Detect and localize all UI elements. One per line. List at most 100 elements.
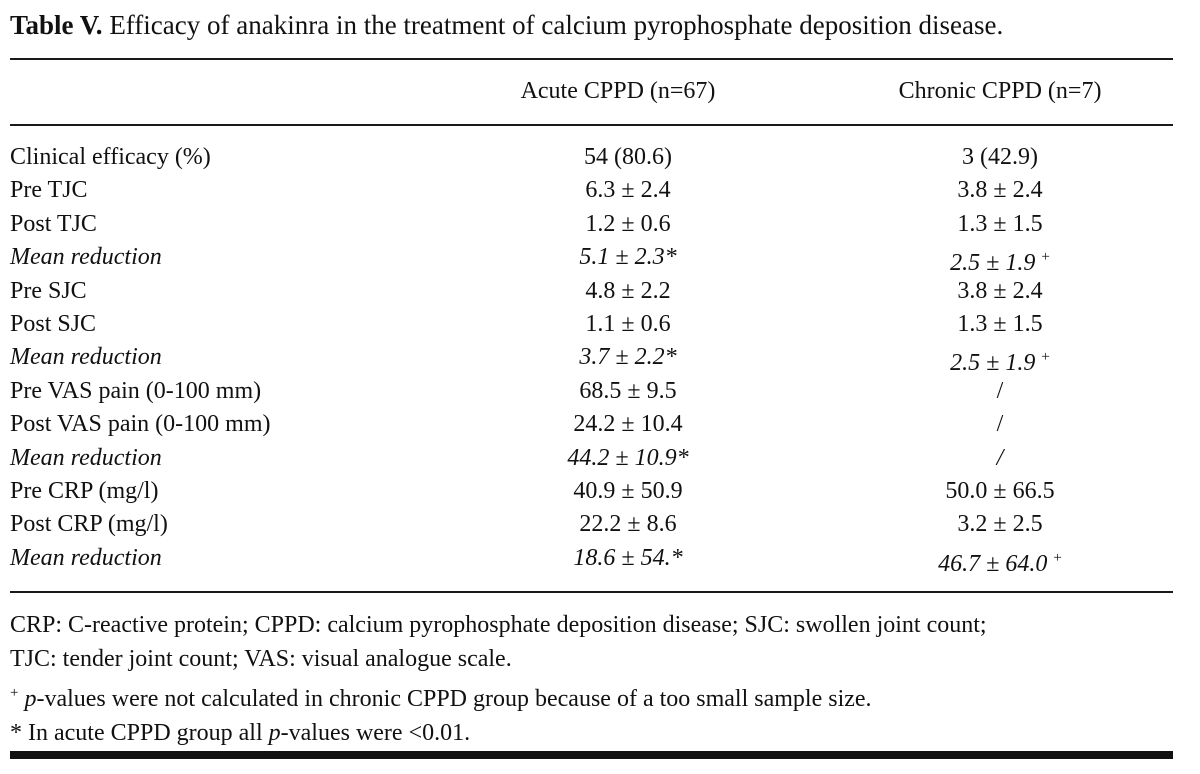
cell-chronic: / <box>820 407 1180 441</box>
cell-acute: 6.3 ± 2.4 <box>458 173 798 207</box>
cell-chronic: / <box>820 374 1180 408</box>
header-rule <box>10 124 1173 126</box>
footnote-star-post: -values were <0.01. <box>280 720 471 746</box>
cell-acute: 4.8 ± 2.2 <box>458 274 798 308</box>
cell-acute: 54 (80.6) <box>458 140 798 174</box>
table-row: Post SJC 1.1 ± 0.6 1.3 ± 1.5 <box>10 307 1180 340</box>
cell-chronic-value: 46.7 ± 64.0 <box>938 550 1048 577</box>
table-caption: Table V. Efficacy of anakinra in the tre… <box>10 8 1190 42</box>
table-row: Pre TJC 6.3 ± 2.4 3.8 ± 2.4 <box>10 173 1180 206</box>
cell-acute-value: 18.6 ± 54.* <box>573 544 683 571</box>
column-header-acute: Acute CPPD (n=67) <box>520 78 716 104</box>
row-label: Mean reduction <box>10 544 162 571</box>
cell-acute-value: 5.1 ± 2.3* <box>579 244 677 271</box>
footnote-plus-text: -values were not calculated in chronic C… <box>36 686 872 712</box>
cell-acute-value: 1.1 ± 0.6 <box>585 310 671 337</box>
cell-chronic: 1.3 ± 1.5 <box>820 207 1180 241</box>
footnote-plus: + p-values were not calculated in chroni… <box>10 676 1180 716</box>
row-label: Post TJC <box>10 210 97 237</box>
cell-acute-value: 6.3 ± 2.4 <box>585 177 671 204</box>
table-row: Clinical efficacy (%) 54 (80.6) 3 (42.9) <box>10 140 1180 173</box>
cell-chronic: 3 (42.9) <box>820 140 1180 174</box>
cell-chronic-value: 3.8 ± 2.4 <box>957 277 1043 304</box>
cell-acute: 24.2 ± 10.4 <box>458 407 798 441</box>
table-row: Post TJC 1.2 ± 0.6 1.3 ± 1.5 <box>10 207 1180 240</box>
cell-acute: 22.2 ± 8.6 <box>458 507 798 541</box>
table-title: Efficacy of anakinra in the treatment of… <box>102 10 1004 40</box>
cell-acute-value: 54 (80.6) <box>584 144 672 170</box>
footnote-abbreviations-1: CRP: C-reactive protein; CPPD: calcium p… <box>10 612 987 638</box>
plus-marker: + <box>1041 349 1050 366</box>
cell-chronic-value: 3.8 ± 2.4 <box>957 177 1043 204</box>
table-row: Pre VAS pain (0-100 mm) 68.5 ± 9.5 / <box>10 374 1180 407</box>
cell-chronic: 2.5 ± 1.9 + <box>820 340 1180 380</box>
cell-acute: 44.2 ± 10.9* <box>458 441 798 475</box>
footnote-star-pre: * In acute CPPD group all <box>10 720 269 746</box>
cell-chronic-value: 1.3 ± 1.5 <box>957 210 1043 237</box>
cell-acute-value: 4.8 ± 2.2 <box>585 277 671 304</box>
row-label: Pre VAS pain (0-100 mm) <box>10 377 262 404</box>
table-row: Post VAS pain (0-100 mm) 24.2 ± 10.4 / <box>10 407 1180 440</box>
row-label: Post VAS pain (0-100 mm) <box>10 411 271 438</box>
cell-acute-value: 22.2 ± 8.6 <box>579 511 677 538</box>
cell-chronic: 3.8 ± 2.4 <box>820 173 1180 207</box>
row-label: Post CRP (mg/l) <box>10 511 168 538</box>
cell-acute: 1.1 ± 0.6 <box>458 307 798 341</box>
plus-marker: + <box>1041 249 1050 266</box>
table-row: Mean reduction 3.7 ± 2.2* 2.5 ± 1.9 + <box>10 340 1180 376</box>
cell-acute-value: 1.2 ± 0.6 <box>585 210 671 237</box>
cell-acute: 5.1 ± 2.3* <box>458 240 798 274</box>
top-rule <box>10 58 1173 60</box>
cell-chronic-value: 50.0 ± 66.5 <box>945 477 1055 504</box>
row-label: Pre SJC <box>10 277 87 304</box>
cell-chronic: 3.8 ± 2.4 <box>820 274 1180 308</box>
cell-chronic-value: 1.3 ± 1.5 <box>957 310 1043 337</box>
cell-acute-value: 40.9 ± 50.9 <box>573 477 683 504</box>
cell-chronic: 2.5 ± 1.9 + <box>820 240 1180 280</box>
table-row: Mean reduction 5.1 ± 2.3* 2.5 ± 1.9 + <box>10 240 1180 276</box>
table-row: Pre SJC 4.8 ± 2.2 3.8 ± 2.4 <box>10 274 1180 307</box>
row-label: Mean reduction <box>10 444 162 471</box>
cell-acute: 68.5 ± 9.5 <box>458 374 798 408</box>
cell-acute: 1.2 ± 0.6 <box>458 207 798 241</box>
cell-chronic: / <box>820 441 1180 475</box>
cell-chronic: 1.3 ± 1.5 <box>820 307 1180 341</box>
p-italic: p <box>24 686 37 712</box>
bottom-rule <box>10 591 1173 593</box>
p-italic: p <box>268 720 281 746</box>
row-label: Pre TJC <box>10 177 88 204</box>
table-label: Table V. <box>10 10 103 40</box>
row-label: Post SJC <box>10 310 97 337</box>
cell-acute-value: 3.7 ± 2.2* <box>579 344 677 371</box>
table-row: Pre CRP (mg/l) 40.9 ± 50.9 50.0 ± 66.5 <box>10 474 1180 507</box>
cell-acute: 3.7 ± 2.2* <box>458 340 798 374</box>
column-header-chronic: Chronic CPPD (n=7) <box>898 78 1102 104</box>
cell-chronic-value: 3.2 ± 2.5 <box>957 511 1043 538</box>
table-row: Mean reduction 18.6 ± 54.* 46.7 ± 64.0 + <box>10 541 1180 577</box>
cell-chronic-value: 3 (42.9) <box>962 144 1038 170</box>
footnote-star: * In acute CPPD group all p-values were … <box>10 716 1180 750</box>
cell-chronic-value: 2.5 ± 1.9 <box>950 250 1036 277</box>
cell-chronic: 50.0 ± 66.5 <box>820 474 1180 508</box>
plus-marker: + <box>10 685 19 701</box>
table-footnotes: CRP: C-reactive protein; CPPD: calcium p… <box>10 608 1180 750</box>
cell-acute: 18.6 ± 54.* <box>458 541 798 575</box>
cell-chronic-value: / <box>996 411 1004 438</box>
table-end-rule <box>10 751 1173 759</box>
table-row: Mean reduction 44.2 ± 10.9* / <box>10 441 1180 474</box>
cell-chronic: 3.2 ± 2.5 <box>820 507 1180 541</box>
cell-acute-value: 24.2 ± 10.4 <box>573 411 683 438</box>
plus-marker: + <box>1053 549 1062 566</box>
row-label: Clinical efficacy (%) <box>10 144 211 170</box>
row-label: Mean reduction <box>10 244 162 271</box>
cell-acute-value: 44.2 ± 10.9* <box>567 444 689 471</box>
footnote-abbreviations-2: TJC: tender joint count; VAS: visual ana… <box>10 646 512 672</box>
table-row: Post CRP (mg/l) 22.2 ± 8.6 3.2 ± 2.5 <box>10 507 1180 540</box>
cell-chronic: 46.7 ± 64.0 + <box>820 541 1180 581</box>
cell-chronic-value: / <box>996 444 1004 471</box>
cell-chronic-value: 2.5 ± 1.9 <box>950 350 1036 377</box>
cell-chronic-value: / <box>996 377 1004 404</box>
row-label: Pre CRP (mg/l) <box>10 477 159 504</box>
cell-acute: 40.9 ± 50.9 <box>458 474 798 508</box>
table-body: Clinical efficacy (%) 54 (80.6) 3 (42.9) Pr… <box>10 140 1180 577</box>
